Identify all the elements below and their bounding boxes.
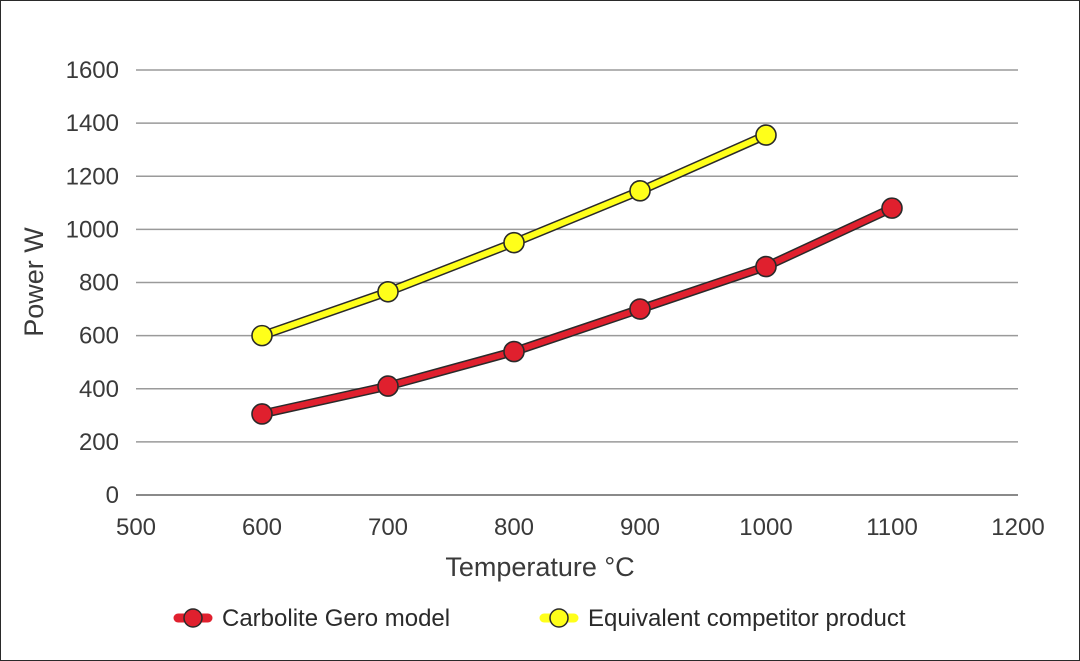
y-tick-label: 800 (79, 270, 119, 297)
y-tick-labels: 0 200 400 600 800 1000 1200 1400 1600 (66, 57, 119, 509)
data-point-1-4 (755, 124, 777, 146)
x-tick-label: 900 (620, 514, 660, 541)
y-tick-label: 400 (79, 376, 119, 403)
data-point-0-2 (503, 340, 525, 363)
data-point-0-1 (377, 375, 399, 397)
series-layer (251, 124, 903, 425)
legend-swatch-marker-1 (549, 608, 569, 628)
legend-label-0: Carbolite Gero model (222, 605, 450, 632)
legend-label-1: Equivalent competitor product (588, 605, 906, 632)
x-tick-label: 700 (368, 514, 408, 541)
data-point-1-3 (629, 180, 651, 202)
x-tick-labels: 500 600 700 800 900 1000 1100 1200 (116, 514, 1045, 541)
x-tick-label: 1100 (866, 514, 918, 541)
legend-item-1: Equivalent competitor product (539, 605, 906, 632)
legend-item-0: Carbolite Gero model (173, 605, 450, 632)
x-tick-label: 500 (116, 514, 156, 541)
x-tick-label: 800 (494, 514, 534, 541)
data-point-0-5 (881, 197, 903, 219)
y-tick-label: 200 (79, 429, 119, 456)
y-tick-label: 600 (79, 323, 119, 350)
series-1 (251, 124, 777, 347)
data-point-0-0 (251, 403, 273, 425)
gridlines (136, 69, 1018, 496)
series-line-0 (259, 205, 895, 417)
y-tick-label: 1400 (66, 110, 119, 137)
data-point-1-1 (377, 280, 399, 303)
data-point-0-4 (755, 255, 777, 278)
x-tick-label: 1000 (739, 514, 792, 541)
data-point-0-3 (629, 298, 651, 320)
y-tick-label: 1000 (66, 216, 119, 243)
x-tick-label: 1200 (991, 514, 1044, 541)
series-0 (251, 197, 903, 425)
y-axis-title: Power W (19, 227, 49, 337)
x-tick-label: 600 (242, 514, 282, 541)
y-tick-label: 0 (106, 482, 119, 509)
legend-swatch-marker-0 (183, 608, 203, 628)
y-tick-label: 1600 (66, 57, 119, 84)
data-point-1-2 (503, 231, 525, 254)
data-point-1-0 (251, 324, 273, 347)
series-outline-0 (257, 203, 897, 419)
x-axis-title: Temperature °C (445, 552, 634, 582)
legend: Carbolite Gero model Equivalent competit… (173, 605, 906, 632)
y-tick-label: 1200 (66, 163, 119, 190)
